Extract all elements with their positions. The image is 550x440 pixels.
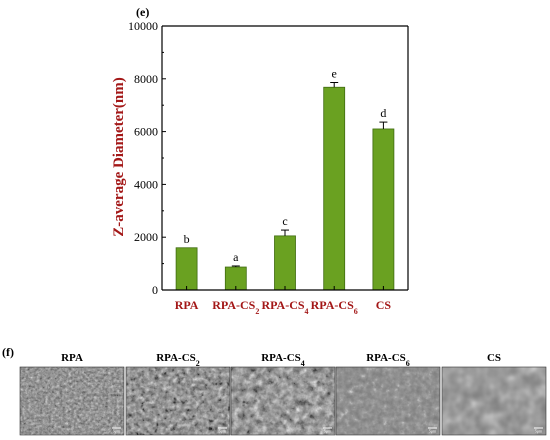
sem-title: RPA-CS4 [261, 352, 305, 368]
sem-texture [336, 367, 440, 435]
x-tick-label: RPA [175, 298, 199, 312]
significance-label: e [332, 66, 337, 80]
sem-border [441, 366, 547, 436]
significance-label: d [380, 106, 386, 120]
sem-border [335, 366, 441, 436]
x-tick-label: CS [376, 298, 392, 312]
x-tick-label: RPA-CS4 [261, 298, 308, 316]
panel-f-label: (f) [2, 345, 14, 359]
y-tick-label: 6000 [134, 125, 158, 139]
sem-texture [442, 367, 546, 435]
sem-image: 5μm [125, 366, 231, 436]
scale-label: 5μm [219, 429, 227, 434]
bar [175, 247, 198, 291]
y-tick-label: 10000 [128, 19, 158, 33]
y-tick-label: 0 [152, 283, 158, 297]
scale-label: 5μm [535, 429, 543, 434]
bar [274, 235, 296, 291]
sem-title: RPA [61, 352, 83, 364]
bar [323, 86, 346, 291]
bars-layer: b a c e d [175, 66, 395, 291]
sem-texture [126, 367, 230, 435]
x-tick-label: RPA-CS2 [212, 298, 259, 316]
y-axis-title: Z-average Diameter(nm) [111, 77, 127, 237]
sem-border [125, 366, 231, 436]
significance-label: b [184, 232, 190, 246]
sem-images: RPA 5μm RPA-CS2 5μm RPA-CS4 5μm RPA-CS6 5μm CS 5μ… [19, 352, 547, 436]
panel-e-label: (e) [136, 5, 149, 19]
scale-label: 5μm [429, 429, 437, 434]
sem-title: CS [487, 352, 501, 364]
y-tick-label: 2000 [134, 230, 158, 244]
sem-title: RPA-CS2 [156, 352, 200, 368]
sem-image: 5μm [335, 366, 441, 436]
scale-label: 5μm [324, 429, 332, 434]
significance-label: a [233, 250, 239, 264]
y-tick-label: 4000 [134, 177, 158, 191]
y-tick-label: 8000 [134, 72, 158, 86]
x-tick-label: RPA-CS6 [311, 298, 358, 316]
sem-image: 5μm [19, 366, 125, 436]
sem-texture [20, 367, 124, 435]
sem-border [230, 366, 336, 436]
sem-title: RPA-CS6 [366, 352, 410, 368]
scale-label: 5μm [113, 429, 121, 434]
axes-layer: 0 2000 4000 6000 8000 10000 RPA RPA-CS2 RPA-CS4 R… [128, 19, 409, 316]
sem-image: 5μm [441, 366, 547, 436]
sem-image: 5μm [230, 366, 336, 436]
sem-texture [231, 367, 335, 435]
sem-border [19, 366, 125, 436]
significance-label: c [282, 214, 287, 228]
bar [372, 128, 395, 291]
